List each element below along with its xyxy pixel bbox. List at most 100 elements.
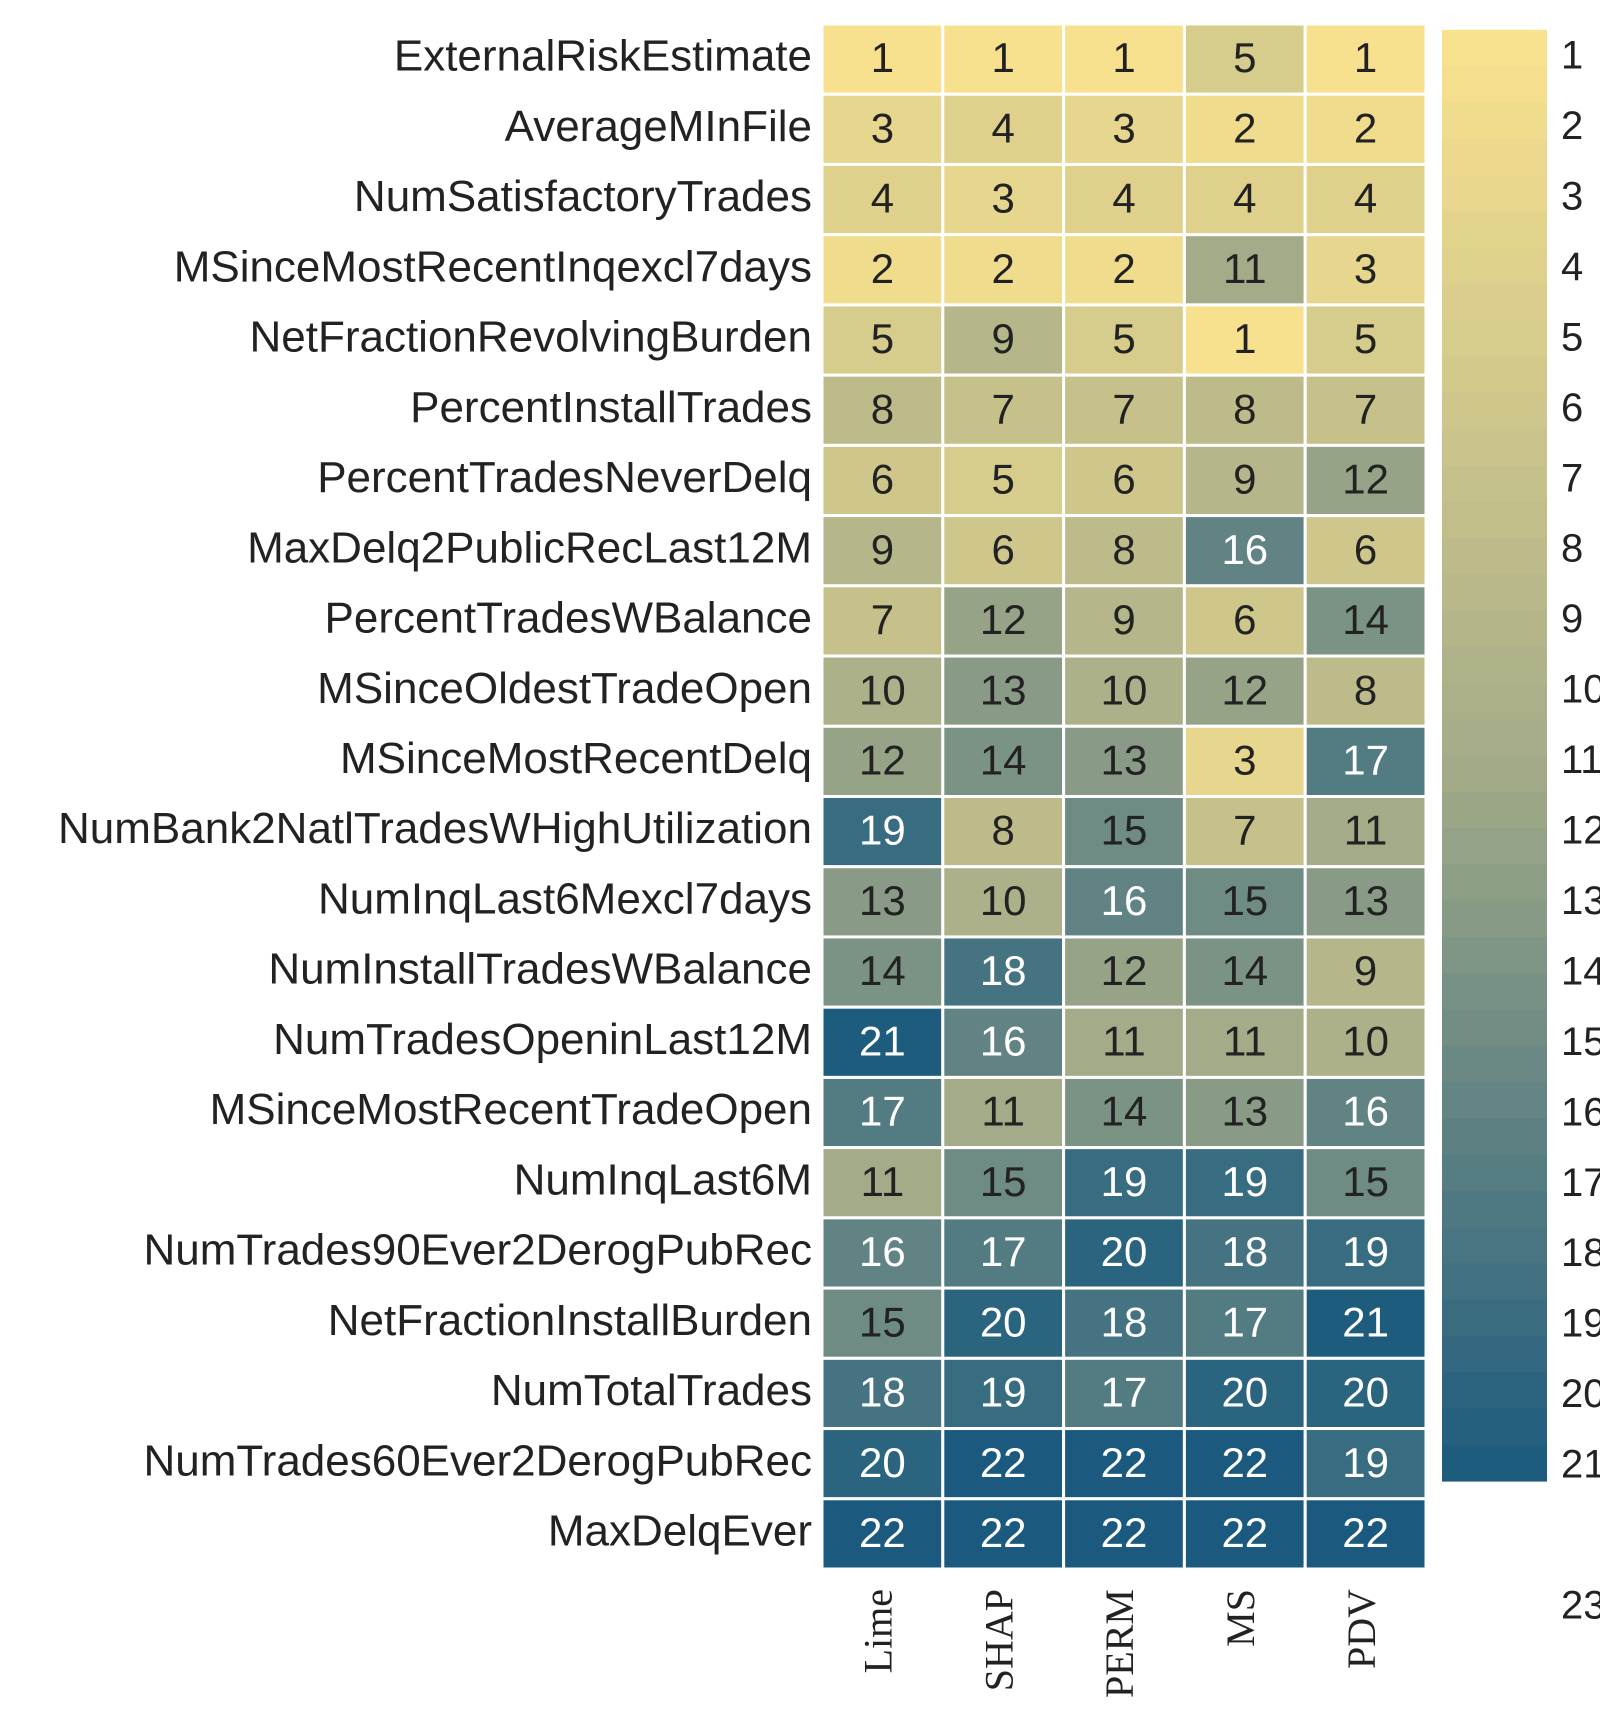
colorbar-tick-label: 17	[1561, 1161, 1600, 1205]
heatmap-cell	[941, 1356, 1066, 1431]
row-label: NumBank2NatlTradesWHighUtilization	[58, 804, 812, 853]
row-label: NumInqLast6Mexcl7days	[318, 874, 812, 923]
heatmap-cell	[820, 22, 945, 96]
heatmap-cell	[820, 1146, 945, 1220]
heatmap-cell	[820, 1075, 945, 1150]
colorbar-tick-label: 18	[1561, 1231, 1600, 1275]
cell-label: 4	[1112, 175, 1135, 222]
colorbar-tick-label: 8	[1561, 527, 1583, 571]
colorbar-segment	[1442, 1335, 1547, 1373]
colorbar-segment	[1442, 828, 1547, 865]
heatmap-cell	[1182, 1497, 1307, 1571]
cell-label: 20	[980, 1298, 1027, 1345]
colorbar-segment	[1442, 428, 1547, 466]
heatmap-cell	[941, 1075, 1066, 1150]
cell-label: 1	[1354, 34, 1377, 81]
cell-label: 9	[871, 526, 894, 573]
cell-label: 9	[1354, 947, 1377, 994]
row-label: NumInqLast6M	[514, 1155, 812, 1204]
colorbar-segment	[1442, 283, 1547, 321]
heatmap-cell	[941, 162, 1066, 237]
cell-label: 5	[1112, 315, 1135, 362]
row-label: MaxDelqEver	[548, 1507, 812, 1556]
cell-label: 20	[1342, 1369, 1389, 1416]
heatmap-cell	[1303, 1146, 1428, 1220]
row-label: NumSatisfactoryTrades	[354, 172, 812, 221]
cell-label: 6	[992, 526, 1015, 573]
heatmap-cell	[820, 795, 945, 869]
cell-label: 3	[1354, 245, 1377, 292]
row-label: PercentTradesNeverDelq	[317, 453, 812, 502]
colorbar-segment	[1442, 682, 1547, 720]
colorbar-segment	[1442, 719, 1547, 756]
colorbar-segment	[1442, 29, 1547, 67]
heatmap-cell	[820, 92, 945, 166]
heatmap-cell	[1062, 1356, 1186, 1431]
cell-label: 16	[1342, 1088, 1389, 1135]
cell-label: 15	[1101, 807, 1148, 854]
cell-label: 11	[861, 1158, 905, 1205]
cell-label: 22	[1342, 1509, 1389, 1556]
cell-label: 7	[1112, 385, 1135, 432]
cell-label: 5	[1233, 34, 1256, 81]
cell-label: 12	[1101, 947, 1148, 994]
colorbar-tick-label: 1	[1561, 34, 1583, 78]
heatmap-cell	[1182, 1005, 1307, 1079]
cell-label: 12	[980, 596, 1027, 643]
cell-label: 8	[871, 385, 894, 432]
heatmap-cell	[941, 1005, 1066, 1079]
colorbar-tick-label: 5	[1561, 315, 1583, 359]
heatmap-cell	[1182, 373, 1307, 447]
cell-label: 11	[1102, 1017, 1146, 1064]
heatmap-cell	[1303, 1216, 1428, 1290]
cell-label: 8	[1112, 526, 1135, 573]
cell-label: 1	[1112, 34, 1135, 81]
cell-label: 22	[1221, 1509, 1268, 1556]
cell-label: 4	[871, 175, 894, 222]
cell-label: 17	[1221, 1298, 1268, 1345]
colorbar-segment	[1442, 1190, 1547, 1228]
cell-label: 15	[1221, 877, 1268, 924]
heatmap-cell	[1303, 1286, 1428, 1360]
cell-label: 11	[1223, 245, 1267, 292]
colorbar-segment	[1442, 66, 1547, 103]
heatmap-cell	[1182, 795, 1307, 869]
cell-label: 16	[1101, 877, 1148, 924]
heatmap-cell	[1062, 654, 1186, 728]
cell-label: 7	[1354, 385, 1377, 432]
heatmap-cell	[1062, 303, 1186, 377]
cell-label: 22	[859, 1509, 906, 1556]
colorbar-segment	[1442, 936, 1547, 974]
heatmap-cell	[1303, 1356, 1428, 1431]
cell-label: 13	[1342, 877, 1389, 924]
cell-label: 17	[980, 1228, 1027, 1275]
colorbar-tick-label: 10	[1561, 668, 1600, 712]
heatmap-cell	[820, 443, 945, 518]
cell-label: 6	[1112, 456, 1135, 503]
colorbar-tick-label: 14	[1561, 949, 1600, 993]
heatmap-cell	[1182, 1427, 1307, 1501]
heatmap-cell	[1062, 1075, 1186, 1150]
cell-label: 3	[1112, 104, 1135, 151]
cell-label: 3	[992, 175, 1015, 222]
cell-label: 8	[1233, 385, 1256, 432]
cell-label: 14	[1342, 596, 1389, 643]
colorbar-segment	[1442, 537, 1547, 575]
colorbar-tick-label: 4	[1561, 245, 1583, 289]
heatmap-cell	[941, 1146, 1066, 1220]
cell-label: 13	[980, 666, 1027, 713]
cell-label: 9	[1233, 456, 1256, 503]
heatmap-cell	[1303, 654, 1428, 728]
cell-label: 15	[1342, 1158, 1389, 1205]
heatmap-cell	[1182, 935, 1307, 1009]
cell-label: 5	[992, 456, 1015, 503]
colorbar-tick-label: 23	[1561, 1583, 1600, 1627]
cell-label: 8	[1354, 666, 1377, 713]
colorbar-segment	[1442, 1263, 1547, 1301]
cell-label: 22	[1101, 1439, 1148, 1486]
colorbar-segment	[1442, 1045, 1547, 1083]
heatmap-cell	[1303, 584, 1428, 658]
cell-label: 6	[1233, 596, 1256, 643]
cell-label: 19	[1342, 1439, 1389, 1486]
cell-label: 19	[1221, 1158, 1268, 1205]
